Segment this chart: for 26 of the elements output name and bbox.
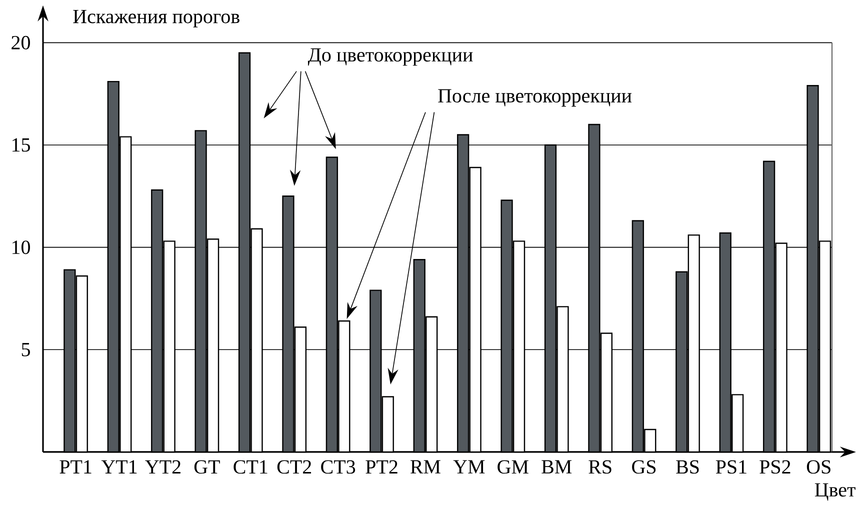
x-tick-label: GS (632, 460, 656, 474)
y-tick-label: 10 (12, 240, 30, 254)
x-tick-label: BS (676, 460, 699, 474)
x-tick-label: RS (588, 460, 612, 474)
x-tick-label: YM (453, 460, 485, 474)
x-tick-label: CT1 (234, 460, 268, 474)
x-tick-label: RM (410, 460, 440, 474)
x-tick-label: YT1 (101, 460, 137, 474)
x-tick-label: PS2 (760, 460, 790, 474)
y-axis-title: Искажения порогов (73, 10, 240, 28)
y-tick-label: 15 (12, 138, 30, 152)
annotation: После цветокоррекции (438, 89, 632, 107)
x-tick-label: YT2 (145, 460, 180, 474)
x-tick-label: GT (194, 460, 220, 474)
x-axis-title: Цвет (814, 483, 856, 501)
annotation: До цветокоррекции (308, 48, 473, 66)
x-tick-label: PT1 (60, 460, 92, 474)
y-tick-label: 20 (12, 36, 30, 50)
x-tick-label: OS (806, 460, 830, 474)
y-tick-label: 5 (22, 343, 30, 356)
x-tick-label: GM (498, 460, 528, 474)
x-tick-label: CT3 (321, 460, 356, 474)
x-tick-label: BM (542, 460, 572, 474)
x-tick-label: CT2 (277, 460, 312, 474)
x-tick-label: PT2 (366, 460, 398, 474)
x-tick-label: PS1 (716, 460, 746, 474)
